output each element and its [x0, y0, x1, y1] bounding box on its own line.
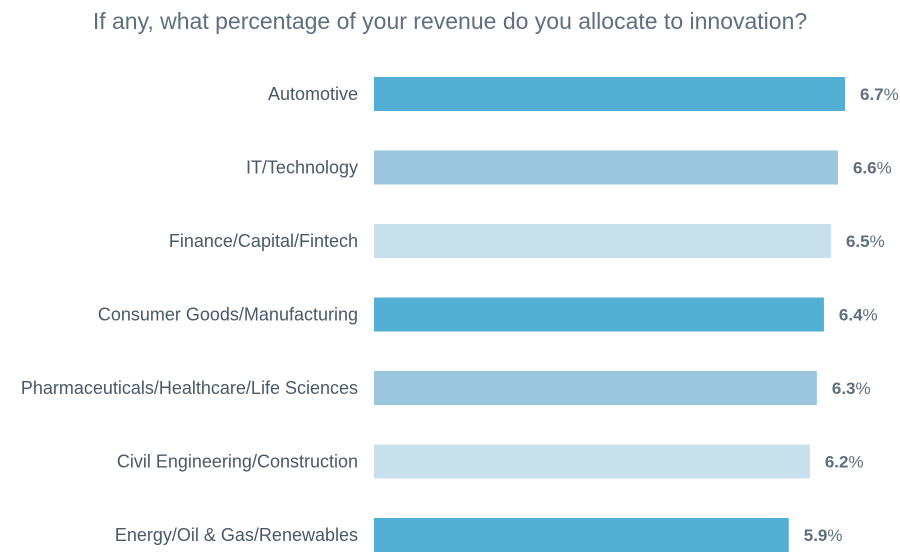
value-label: 6.6%: [853, 159, 892, 178]
bar: [374, 150, 838, 185]
category-label: Consumer Goods/Manufacturing: [98, 305, 358, 325]
value-label: 5.9%: [804, 526, 843, 545]
value-label: 6.3%: [832, 379, 871, 398]
bar: [374, 297, 824, 332]
value-label: 6.4%: [839, 306, 878, 325]
bar: [374, 77, 845, 111]
category-label: Pharmaceuticals/Healthcare/Life Sciences: [21, 378, 358, 398]
category-label: Energy/Oil & Gas/Renewables: [115, 525, 358, 545]
bar: [374, 444, 810, 479]
value-label: 6.5%: [846, 232, 885, 251]
bar: [374, 518, 789, 552]
category-label: IT/Technology: [246, 158, 358, 178]
chart-title: If any, what percentage of your revenue …: [92, 8, 808, 34]
bar: [374, 371, 817, 405]
value-label: 6.7%: [860, 85, 899, 104]
value-label: 6.2%: [825, 453, 864, 472]
bar: [374, 224, 831, 258]
category-label: Civil Engineering/Construction: [117, 452, 358, 472]
category-label: Automotive: [268, 84, 358, 104]
category-label: Finance/Capital/Fintech: [169, 231, 358, 251]
